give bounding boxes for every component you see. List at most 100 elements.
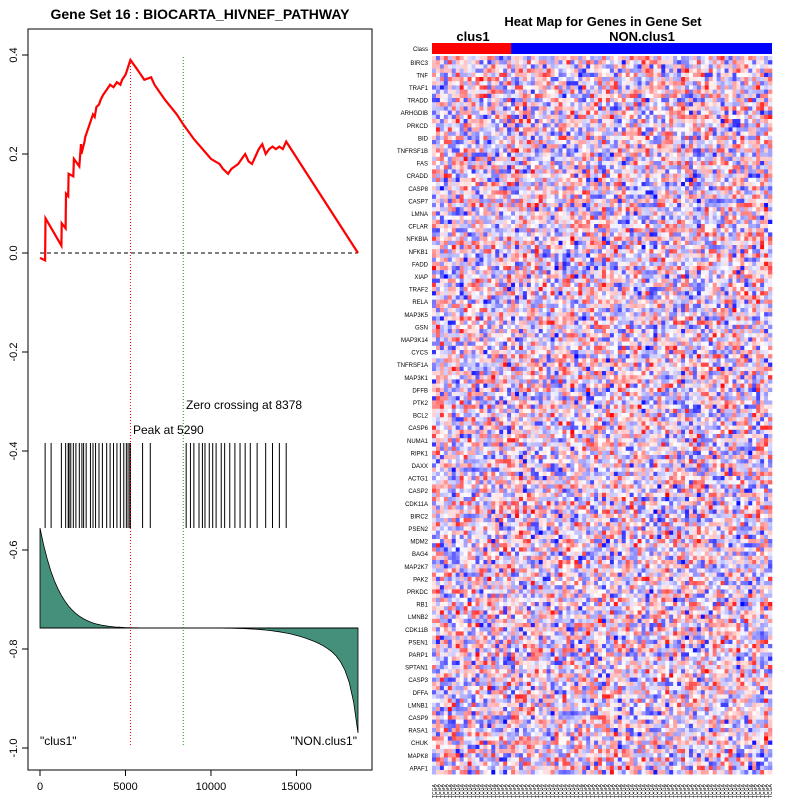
heatmap-cell (700, 148, 706, 153)
heatmap-cell (752, 240, 757, 246)
heatmap-cell (566, 211, 571, 216)
heatmap-cell (471, 144, 476, 149)
heatmap-cell (439, 161, 445, 166)
heatmap-cell (605, 106, 611, 111)
heatmap-cell (570, 169, 575, 174)
heatmap-cell (439, 110, 445, 116)
heatmap-cell (570, 140, 575, 145)
heatmap-cell (499, 119, 504, 124)
heatmap-cell (669, 102, 674, 107)
heatmap-cell (716, 211, 721, 216)
heatmap-cell (570, 274, 575, 279)
heatmap-cell (518, 253, 524, 258)
heatmap-cell (594, 140, 599, 145)
heatmap-cell (704, 98, 710, 103)
heatmap-cell (503, 282, 508, 288)
heatmap-cell (578, 203, 583, 208)
heatmap-cell (522, 156, 528, 162)
heatmap-cell (613, 60, 619, 65)
heatmap-cell (728, 152, 733, 158)
heatmap-cell (578, 89, 583, 95)
heatmap-cell (538, 270, 543, 275)
heatmap-cell (518, 81, 524, 86)
heatmap-cell (613, 131, 619, 137)
heatmap-cell (522, 114, 528, 120)
heatmap-cell (459, 240, 464, 246)
heatmap-cell (558, 224, 563, 229)
heatmap-cell (479, 215, 484, 221)
heatmap-cell (736, 64, 741, 69)
heatmap-cell (471, 194, 476, 200)
heatmap-cell (566, 240, 571, 246)
class-group-label-clus1: clus1 (456, 29, 489, 44)
heatmap-cell (443, 274, 449, 279)
heatmap-cell (586, 291, 591, 296)
heatmap-cell (570, 152, 575, 158)
heatmap-cell (451, 236, 457, 242)
heatmap-cell (554, 106, 559, 111)
heatmap-cell (586, 77, 591, 82)
heatmap-cell (764, 266, 769, 271)
heatmap-cell (586, 140, 591, 145)
heatmap-cell (483, 165, 488, 170)
heatmap-cell (522, 123, 528, 128)
heatmap-cell (613, 156, 619, 162)
heatmap-cell (439, 123, 445, 128)
heatmap-cell (503, 123, 508, 128)
heatmap-cell (712, 194, 717, 200)
heatmap-cell (744, 98, 749, 103)
heatmap-cell (649, 161, 654, 166)
heatmap-cell (744, 56, 749, 61)
heatmap-cell (491, 131, 496, 137)
heatmap-cell (467, 203, 472, 208)
heatmap-cell (594, 211, 599, 216)
heatmap-cell (447, 253, 453, 258)
heatmap-cell (443, 77, 449, 82)
heatmap-cell (503, 253, 508, 258)
heatmap-cell (590, 249, 595, 254)
heatmap-cell (582, 173, 587, 179)
heatmap-cell (720, 207, 725, 212)
heatmap-cell (443, 173, 449, 179)
heatmap-cell (479, 261, 484, 267)
heatmap-cell (487, 257, 492, 263)
heatmap-cell (617, 278, 623, 284)
heatmap-cell (700, 245, 706, 250)
heatmap-cell (570, 72, 575, 78)
heatmap-cell (649, 207, 654, 212)
heatmap-cell (459, 72, 464, 78)
heatmap-cell (649, 152, 654, 158)
heatmap-cell (609, 93, 615, 99)
heatmap-cell (740, 186, 745, 191)
heatmap-cell (451, 194, 457, 200)
heatmap-cell (459, 131, 464, 137)
heatmap-cell (740, 81, 745, 86)
heatmap-cell (613, 270, 619, 275)
heatmap-cell (673, 236, 678, 242)
heatmap-cell (657, 140, 662, 145)
heatmap-cell (594, 182, 599, 187)
heatmap-cell (479, 245, 484, 250)
heatmap-cell (562, 60, 567, 65)
heatmap-cell (665, 169, 670, 174)
heatmap-cell (649, 190, 654, 195)
heatmap-cell (681, 127, 686, 132)
heatmap-cell (526, 60, 532, 65)
heatmap-cell (756, 68, 761, 74)
heatmap-cell (712, 266, 717, 271)
heatmap-cell (712, 110, 717, 116)
heatmap-cell (748, 114, 753, 120)
heatmap-cell (455, 236, 460, 242)
heatmap-cell (558, 148, 563, 153)
heatmap-cell (467, 89, 472, 95)
heatmap-cell (447, 127, 453, 132)
heatmap-cell (451, 81, 457, 86)
heatmap-cell (740, 190, 745, 195)
heatmap-cell (586, 135, 591, 141)
heatmap-cell (720, 114, 725, 120)
heatmap-cell (744, 249, 749, 254)
heatmap-cell (522, 102, 528, 107)
heatmap-cell (720, 60, 725, 65)
heatmap-cell (467, 232, 472, 237)
heatmap-cell (598, 56, 603, 61)
